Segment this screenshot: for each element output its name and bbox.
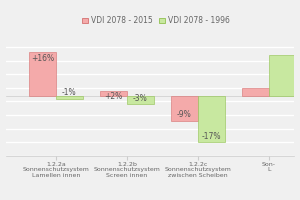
Bar — [100, 91, 127, 96]
Bar — [198, 96, 225, 142]
Text: -1%: -1% — [62, 88, 76, 97]
Bar — [127, 96, 154, 104]
Legend: VDI 2078 - 2015, VDI 2078 - 1996: VDI 2078 - 2015, VDI 2078 - 1996 — [79, 13, 233, 29]
Text: +2%: +2% — [104, 92, 122, 101]
Bar — [56, 96, 83, 99]
Text: +16%: +16% — [31, 54, 54, 63]
Bar — [171, 96, 198, 121]
Bar — [269, 55, 296, 96]
Text: -9%: -9% — [177, 110, 192, 119]
Bar — [242, 88, 269, 96]
Bar — [29, 52, 56, 96]
Text: -17%: -17% — [202, 132, 221, 141]
Text: -3%: -3% — [133, 94, 148, 103]
